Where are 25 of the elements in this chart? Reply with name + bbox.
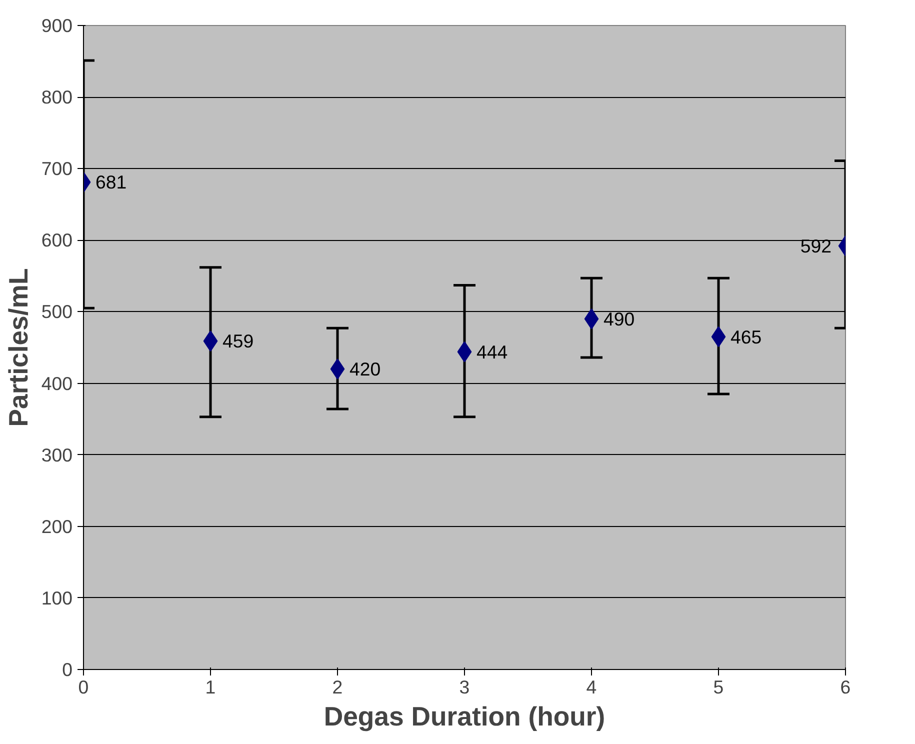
x-tick-label: 6	[840, 676, 851, 698]
x-tick-label: 0	[78, 676, 89, 698]
y-tick-label: 400	[41, 372, 73, 394]
data-label: 490	[604, 308, 635, 330]
y-tick-label: 100	[41, 587, 73, 608]
y-tick-label: 500	[41, 301, 73, 322]
x-tick-label: 5	[713, 676, 724, 698]
x-tick-label: 4	[586, 676, 597, 698]
y-tick-label: 600	[41, 230, 73, 251]
data-label: 459	[222, 330, 254, 352]
y-tick-label: 200	[41, 516, 73, 537]
y-axis-title: Particles/mL	[3, 268, 34, 427]
data-label: 444	[476, 341, 508, 362]
x-tick-label: 1	[205, 676, 216, 698]
data-label: 465	[730, 326, 762, 348]
x-axis-title: Degas Duration (hour)	[324, 702, 606, 732]
data-label: 681	[96, 172, 127, 193]
y-tick-label: 300	[41, 444, 73, 466]
x-tick-label: 2	[332, 676, 343, 698]
y-tick-label: 900	[41, 15, 73, 36]
x-tick-label: 3	[459, 676, 470, 698]
y-tick-label: 700	[41, 158, 73, 180]
y-tick-label: 800	[41, 86, 73, 108]
y-tick-label: 0	[62, 659, 73, 680]
data-label: 420	[350, 358, 381, 380]
